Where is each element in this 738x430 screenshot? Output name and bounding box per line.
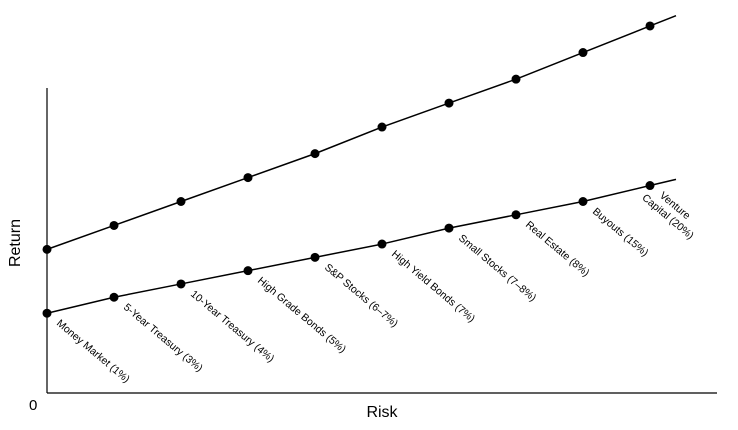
category-label-3: 10-Year Treasury (4%) xyxy=(188,288,276,365)
category-label-6: High Yield Bonds (7%) xyxy=(389,248,477,325)
category-label-8: Real Estate (8%) xyxy=(523,219,592,279)
series-2-point-3 xyxy=(176,279,186,289)
category-label-1: Money Market (1%) xyxy=(54,317,132,385)
series-2-point-4 xyxy=(243,266,253,276)
category-label-text: Real Estate (8%) xyxy=(523,219,592,279)
series-2-point-1 xyxy=(42,308,52,318)
y-axis-title: Return xyxy=(7,219,24,267)
series-layer xyxy=(42,14,677,318)
series-1-point-5 xyxy=(310,149,320,159)
series-1-point-3 xyxy=(176,197,186,206)
series-1-point-4 xyxy=(243,173,253,183)
category-label-text: High Grade Bonds (5%) xyxy=(255,275,348,356)
category-label-2: 5-Year Treasury (3%) xyxy=(121,301,205,374)
series-1-point-7 xyxy=(444,98,454,108)
series-2-point-5 xyxy=(310,252,320,262)
series-1-point-1 xyxy=(42,244,52,254)
series-1-point-2 xyxy=(109,220,119,230)
series-2-point-10 xyxy=(645,181,655,191)
category-label-5: S&P Stocks (6–7%) xyxy=(322,261,400,329)
category-label-text: S&P Stocks (6–7%) xyxy=(322,261,400,329)
category-label-7: Small Stocks (7–8%) xyxy=(456,232,538,304)
category-label-9: Buyouts (15%) xyxy=(590,206,650,259)
category-label-text: Money Market (1%) xyxy=(54,317,132,385)
series-2-point-6 xyxy=(377,239,387,249)
series-1-point-10 xyxy=(645,21,655,31)
category-label-4: High Grade Bonds (5%) xyxy=(255,275,348,356)
series-2-point-9 xyxy=(578,197,588,206)
series-2-point-2 xyxy=(109,292,119,302)
category-label-text: High Yield Bonds (7%) xyxy=(389,248,477,325)
series-2-point-8 xyxy=(511,210,521,220)
series-1-point-9 xyxy=(578,48,588,58)
x-axis-title: Risk xyxy=(366,404,398,421)
category-label-text: 5-Year Treasury (3%) xyxy=(121,301,205,374)
series-1-point-8 xyxy=(511,74,521,84)
axes: 0 Risk Return xyxy=(7,88,717,421)
category-label-text: 10-Year Treasury (4%) xyxy=(188,288,276,365)
category-label-text: Small Stocks (7–8%) xyxy=(456,232,538,304)
category-label-text: Buyouts (15%) xyxy=(590,206,650,259)
series-2-point-7 xyxy=(444,223,454,233)
origin-label: 0 xyxy=(29,397,37,414)
series-1-point-6 xyxy=(377,122,387,132)
